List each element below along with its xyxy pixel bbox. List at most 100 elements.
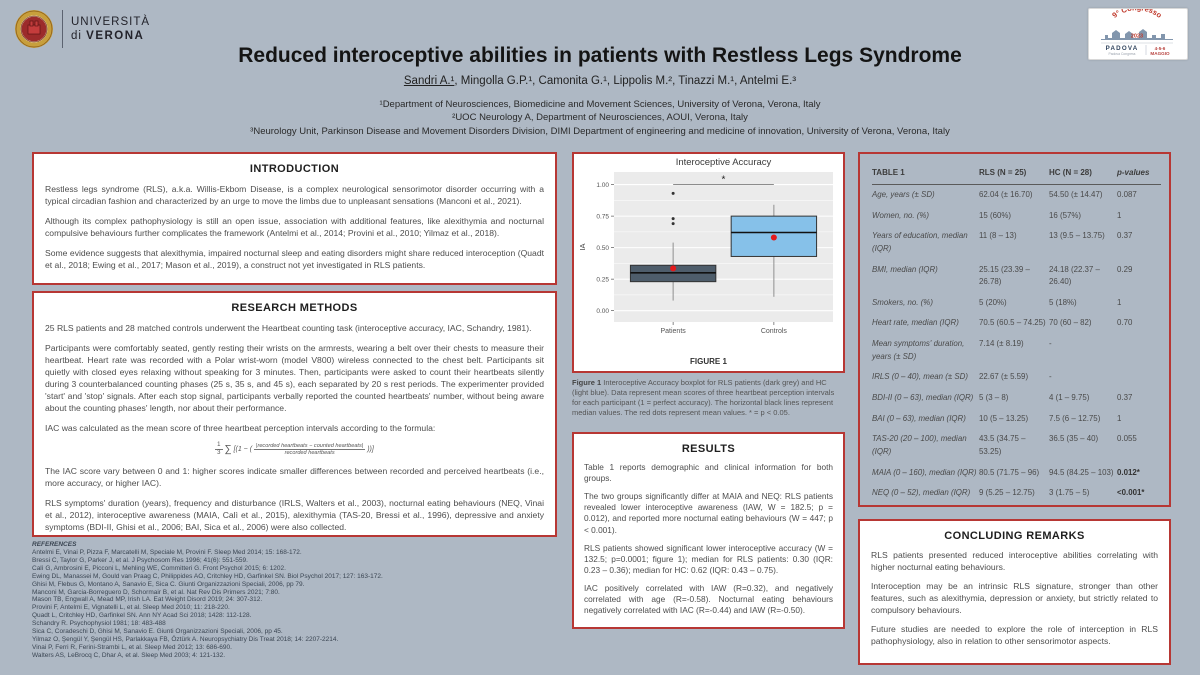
hc-value: 5 (18%) xyxy=(1049,297,1077,307)
paragraph: The IAC score vary between 0 and 1: high… xyxy=(45,466,544,489)
rls-value: 70.5 (60.5 – 74.25) xyxy=(979,318,1046,328)
reference-item: Schandry R. Psychophysiol 1981; 18: 483-… xyxy=(32,620,166,628)
reference-item: Sica C, Coradeschi D, Ghisi M, Sanavio E… xyxy=(32,628,283,636)
y-axis-label: IA xyxy=(578,243,587,250)
affiliation-line: ²UOC Neurology A, Department of Neurosci… xyxy=(452,112,748,124)
p-value: 0.012* xyxy=(1117,467,1140,477)
col-header-rls: RLS (N = 25) xyxy=(979,160,1049,185)
table-header-row: TABLE 1 RLS (N = 25) HC (N = 28) p-value… xyxy=(872,160,1161,185)
rls-value: 15 (60%) xyxy=(979,210,1012,220)
results-heading: RESULTS xyxy=(681,443,736,455)
svg-text:PADOVA: PADOVA xyxy=(1106,45,1139,52)
row-label: IRLS (0 – 40), mean (± SD) xyxy=(872,372,968,382)
rls-value: 22.67 (± 5.59) xyxy=(979,372,1029,382)
row-label: Mean symptoms' duration, years (± SD) xyxy=(872,339,965,361)
figure-label: FIGURE 1 xyxy=(690,357,727,366)
references-heading: REFERENCES xyxy=(32,541,77,548)
table-row: Age, years (± SD) 62.04 (± 16.70) 54.50 (±… xyxy=(872,185,1161,206)
p-value: <0.001* xyxy=(1117,488,1145,498)
page-title: Reduced interoceptive abilities in patie… xyxy=(238,44,962,67)
svg-text:MAGGIO: MAGGIO xyxy=(1150,51,1170,56)
hc-value: - xyxy=(1049,372,1052,382)
rls-value: 25.15 (23.39 – 26.78) xyxy=(979,264,1030,287)
outlier-point xyxy=(671,217,675,221)
university-logo: UNIVERSITÀ di VERONA xyxy=(14,8,150,50)
significance-star: * xyxy=(722,175,726,186)
affiliation-line: ¹Department of Neurosciences, Biomedicin… xyxy=(379,99,821,110)
p-value: 0.055 xyxy=(1117,434,1137,444)
rls-value: 9 (5.25 – 12.75) xyxy=(979,488,1035,498)
hc-value: 7.5 (6 – 12.75) xyxy=(1049,413,1101,423)
reference-item: Provini F, Antelmi E, Vignatelli L, et a… xyxy=(32,604,230,612)
reference-item: Manconi M, Garcia-Borreguero D, Schormai… xyxy=(32,588,280,596)
university-seal-icon xyxy=(15,10,53,48)
p-value xyxy=(1117,367,1161,388)
x-tick-label: Patients xyxy=(660,328,686,335)
y-tick-label: 0.00 xyxy=(596,308,609,315)
reference-item: Antelmi E, Vinai P, Pizza F, Marcatelli … xyxy=(32,548,302,556)
results-text: Table 1 reports demographic and clinical… xyxy=(574,462,843,616)
hc-value: 94.5 (84.25 – 103) xyxy=(1049,467,1114,477)
university-name-line2: di VERONA xyxy=(71,30,145,42)
congress-logo: 9° Congresso 2023 PADOVA Padova Congress… xyxy=(1088,3,1188,60)
row-label: Smokers, no. (%) xyxy=(872,297,933,307)
table-row: MAIA (0 – 160), median (IQR) 80.5 (71.75 … xyxy=(872,463,1161,484)
first-author: Sandri A.¹ xyxy=(403,75,455,87)
reference-item: Vinai P, Ferri R, Ferini-Strambi L, et a… xyxy=(32,643,232,651)
y-tick-label: 0.75 xyxy=(596,213,609,220)
authors-line: Sandri A.¹, Mingolla G.P.¹, Camonita G.¹… xyxy=(0,75,1200,87)
table-row: Smokers, no. (%) 5 (20%) 5 (18%) 1 xyxy=(872,293,1161,314)
x-tick-label: Controls xyxy=(761,328,788,335)
figure-caption-label: Figure 1 xyxy=(572,378,602,387)
y-tick-label: 0.25 xyxy=(596,276,609,283)
table-row: BAI (0 – 63), median (IQR) 10 (5 – 13.25)… xyxy=(872,409,1161,430)
reference-item: Quadt L, Critchley HD, Garfinkel SN. Ann… xyxy=(32,612,252,620)
paragraph: Although its complex pathophysiology is … xyxy=(45,216,544,239)
formula-close: ))] xyxy=(367,446,374,454)
reference-item: Mason TB, Engwall A, Mead MP, Irish LA. … xyxy=(32,596,263,604)
paragraph: IAC positively correlated with IAW (R=0.… xyxy=(584,582,833,616)
col-header-hc: HC (N = 28) xyxy=(1049,160,1117,185)
hc-value: 13 (9.5 – 13.75) xyxy=(1049,231,1105,241)
figure-panel: Interoceptive Accuracy 0.00 0.25 0.50 0.75 1.… xyxy=(572,152,845,373)
methods-text-after: The IAC score vary between 0 and 1: high… xyxy=(34,465,555,533)
paragraph: 25 RLS patients and 28 matched controls … xyxy=(45,323,532,333)
p-value: 0.37 xyxy=(1117,393,1133,403)
table-row: TAS-20 (20 – 100), median (IQR) 43.5 (34.… xyxy=(872,429,1161,462)
paragraph: Table 1 reports demographic and clinical… xyxy=(584,462,833,484)
paragraph: Some evidence suggests that alexithymia,… xyxy=(45,248,544,271)
svg-text:2023: 2023 xyxy=(1131,34,1143,40)
hc-value: - xyxy=(1049,339,1052,349)
reference-item: Bressi C, Taylor G, Parker J, et al. J P… xyxy=(32,556,248,564)
table-row: IRLS (0 – 40), mean (± SD) 22.67 (± 5.59)… xyxy=(872,367,1161,388)
row-label: BAI (0 – 63), median (IQR) xyxy=(872,413,966,423)
p-value: 0.29 xyxy=(1117,264,1133,274)
affiliation-line: ³Neurology Unit, Parkinson Disease and M… xyxy=(250,125,950,137)
p-value: 0.37 xyxy=(1117,231,1133,241)
reference-item: Ghisi M, Flebus G, Montano A, Sanavio E,… xyxy=(32,580,305,588)
rls-value: 80.5 (71.75 – 96) xyxy=(979,467,1040,477)
table-section: TABLE 1 RLS (N = 25) HC (N = 28) p-value… xyxy=(858,152,1171,507)
paragraph: Interoception may be an intrinsic RLS si… xyxy=(871,581,1158,616)
introduction-heading: INTRODUCTION xyxy=(249,163,340,175)
p-value: 1 xyxy=(1117,210,1122,220)
row-label: MAIA (0 – 160), median (IQR) xyxy=(872,467,977,477)
paragraph: Participants were comfortably seated, ge… xyxy=(45,343,544,414)
rls-value: 5 (3 – 8) xyxy=(979,393,1009,403)
hc-value: 70 (60 – 82) xyxy=(1049,318,1092,328)
table-row: Mean symptoms' duration, years (± SD) 7.1… xyxy=(872,334,1161,367)
table-row: Years of education, median (IQR) 11 (8 – … xyxy=(872,226,1161,259)
rls-value: 11 (8 – 13) xyxy=(979,231,1017,241)
mean-dot xyxy=(770,234,777,241)
p-value xyxy=(1117,334,1161,367)
row-label: TAS-20 (20 – 100), median (IQR) xyxy=(872,434,967,456)
hc-value: 54.50 (± 14.47) xyxy=(1049,190,1103,199)
row-label: Women, no. (%) xyxy=(872,210,930,220)
svg-text:4-5-6: 4-5-6 xyxy=(1155,46,1166,51)
sigma-symbol: ∑ xyxy=(224,444,232,456)
references-section: REFERENCES Antelmi E, Vinai P, Pizza F, … xyxy=(32,541,557,660)
outlier-point xyxy=(671,191,675,195)
